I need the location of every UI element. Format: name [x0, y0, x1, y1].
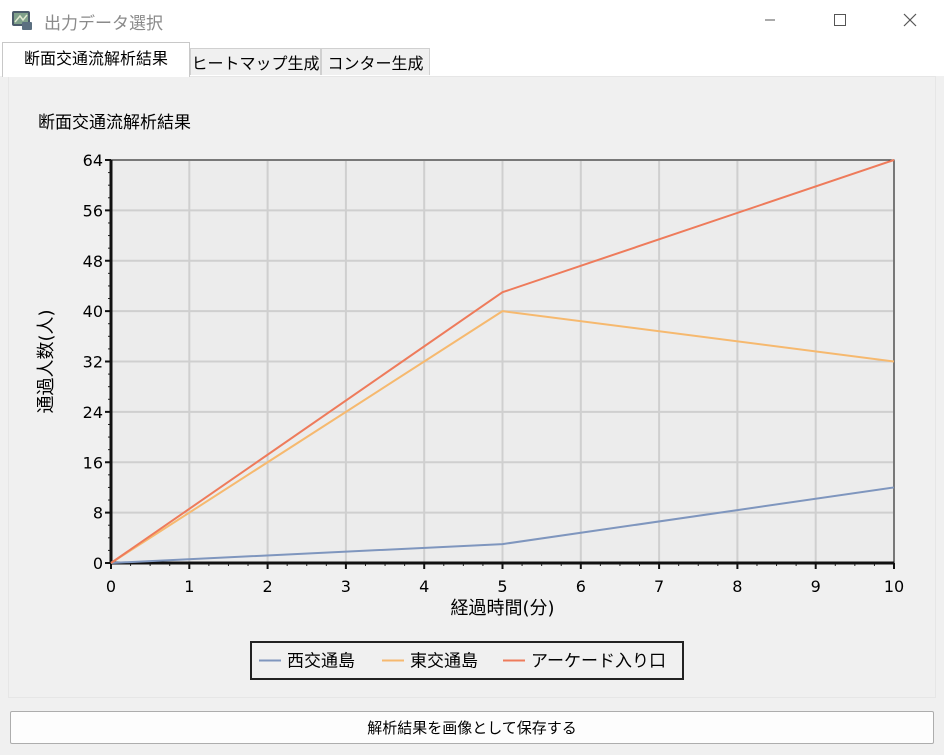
minimize-button[interactable] [746, 0, 794, 40]
y-tick-label: 32 [83, 353, 103, 372]
maximize-button[interactable] [816, 0, 864, 40]
x-tick-label: 2 [263, 577, 273, 596]
y-tick-label: 64 [83, 151, 103, 170]
y-tick-label: 8 [93, 504, 103, 523]
y-tick-label: 48 [83, 252, 103, 271]
y-tick-label: 40 [83, 302, 103, 321]
title-bar: 出力データ選択 [0, 0, 944, 40]
map-app-icon [12, 11, 32, 30]
legend-label: 西交通島 [287, 652, 355, 672]
x-tick-label: 5 [497, 577, 507, 596]
x-tick-label: 10 [884, 577, 904, 596]
series-line [110, 310, 895, 564]
series-line [110, 159, 895, 564]
close-button[interactable] [886, 0, 934, 40]
tab-label: 断面交通流解析結果 [23, 49, 168, 68]
tab-contour[interactable]: コンター生成 [321, 48, 430, 75]
tab-heatmap[interactable]: ヒートマップ生成 [190, 48, 321, 75]
legend-label: 東交通島 [410, 652, 478, 672]
tab-cross-section-analysis[interactable]: 断面交通流解析結果 [2, 42, 190, 77]
legend-box [250, 641, 684, 680]
x-tick-label: 0 [106, 577, 116, 596]
tab-label: コンター生成 [327, 54, 424, 73]
x-tick-label: 3 [341, 577, 351, 596]
x-axis-title: 経過時間(分) [450, 598, 554, 619]
close-icon [903, 13, 917, 27]
x-tick-label: 8 [732, 577, 742, 596]
y-tick-label: 0 [93, 554, 103, 573]
y-tick-label: 16 [83, 453, 103, 472]
save-image-button[interactable]: 解析結果を画像として保存する [10, 711, 934, 744]
y-tick-label: 24 [83, 403, 103, 422]
x-tick-label: 7 [654, 577, 664, 596]
x-tick-label: 4 [419, 577, 429, 596]
chart-title: 断面交通流解析結果 [38, 113, 191, 133]
maximize-icon [834, 14, 846, 26]
legend-label: アーケード入り口 [531, 652, 666, 672]
x-tick-label: 9 [811, 577, 821, 596]
y-axis-title: 通過人数(人) [36, 309, 57, 413]
x-tick-label: 6 [576, 577, 586, 596]
y-tick-label: 56 [83, 201, 103, 220]
window-title: 出力データ選択 [44, 14, 163, 34]
save-button-label: 解析結果を画像として保存する [367, 719, 577, 737]
series-line [110, 486, 895, 564]
x-tick-label: 1 [184, 577, 194, 596]
tab-label: ヒートマップ生成 [191, 54, 320, 73]
minimize-icon [765, 19, 775, 21]
